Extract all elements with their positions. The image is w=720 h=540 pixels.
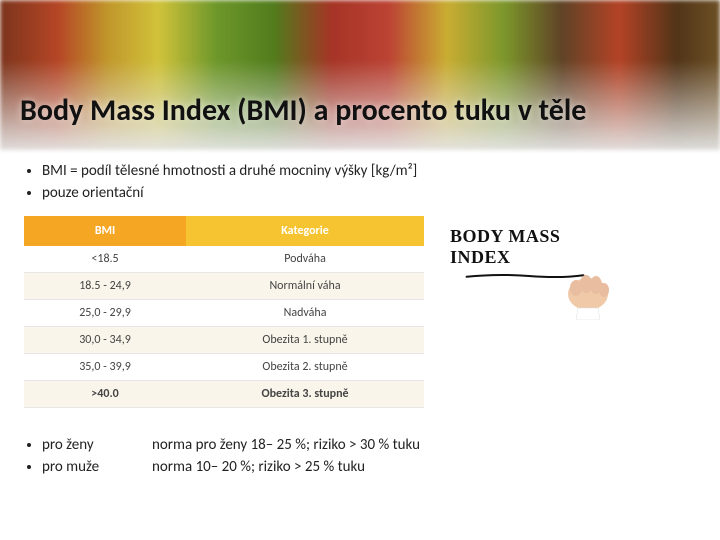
side-illustration: BODY MASS INDEX bbox=[444, 216, 624, 326]
bottom-bullet: pro muže norma 10– 20 %; riziko > 25 % t… bbox=[42, 458, 696, 476]
fist-icon bbox=[558, 260, 618, 320]
table-cell: 30,0 - 34,9 bbox=[24, 327, 186, 354]
bottom-bullet-label: pro ženy bbox=[42, 436, 152, 454]
top-bullet-list: BMI = podíl tělesné hmotnosti a druhé mo… bbox=[24, 162, 696, 202]
bottom-bullet-text: norma pro ženy 18– 25 %; riziko > 30 % t… bbox=[152, 436, 420, 454]
table-cell: 35,0 - 39,9 bbox=[24, 354, 186, 381]
table-cell: 25,0 - 29,9 bbox=[24, 300, 186, 327]
table-row: 30,0 - 34,9Obezita 1. stupně bbox=[24, 327, 424, 354]
table-row: <18.5Podváha bbox=[24, 246, 424, 273]
bottom-bullet-text: norma 10– 20 %; riziko > 25 % tuku bbox=[152, 458, 365, 476]
table-cell: Podváha bbox=[186, 246, 424, 273]
table-cell: >40.0 bbox=[24, 381, 186, 408]
bmi-table: BMI Kategorie <18.5Podváha 18.5 - 24,9No… bbox=[24, 216, 424, 408]
table-cell: <18.5 bbox=[24, 246, 186, 273]
bottom-bullet-list: pro ženy norma pro ženy 18– 25 %; riziko… bbox=[24, 436, 696, 476]
table-cell: Obezita 2. stupně bbox=[186, 354, 424, 381]
table-cell: Obezita 3. stupně bbox=[186, 381, 424, 408]
table-cell: Nadváha bbox=[186, 300, 424, 327]
mid-row: BMI Kategorie <18.5Podváha 18.5 - 24,9No… bbox=[24, 216, 696, 408]
table-row: 25,0 - 29,9Nadváha bbox=[24, 300, 424, 327]
table-cell: Normální váha bbox=[186, 273, 424, 300]
page-title: Body Mass Index (BMI) a procento tuku v … bbox=[20, 92, 586, 129]
top-bullet: pouze orientační bbox=[42, 184, 696, 202]
top-bullet: BMI = podíl tělesné hmotnosti a druhé mo… bbox=[42, 162, 696, 180]
table-row: 35,0 - 39,9Obezita 2. stupně bbox=[24, 354, 424, 381]
table-row: >40.0Obezita 3. stupně bbox=[24, 381, 424, 408]
table-row: 18.5 - 24,9Normální váha bbox=[24, 273, 424, 300]
table-header-category: Kategorie bbox=[186, 216, 424, 246]
content-area: BMI = podíl tělesné hmotnosti a druhé mo… bbox=[0, 150, 720, 480]
table-cell: Obezita 1. stupně bbox=[186, 327, 424, 354]
bottom-bullet-label: pro muže bbox=[42, 458, 152, 476]
bottom-bullet: pro ženy norma pro ženy 18– 25 %; riziko… bbox=[42, 436, 696, 454]
table-header-bmi: BMI bbox=[24, 216, 186, 246]
table-cell: 18.5 - 24,9 bbox=[24, 273, 186, 300]
